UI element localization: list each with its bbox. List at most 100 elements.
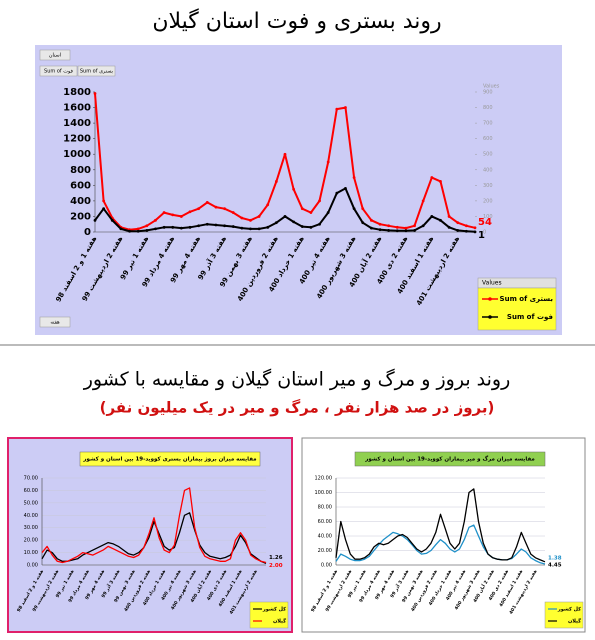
y-tick-label: 0 [84, 227, 91, 238]
point [266, 225, 270, 229]
point [292, 187, 296, 191]
point [162, 225, 166, 229]
point [404, 226, 408, 230]
point [318, 199, 321, 203]
point [369, 226, 373, 230]
chart-title: مقایسه میزان مرگ و میر بیماران کووید-19 … [364, 455, 535, 463]
point [387, 224, 391, 228]
filter-button [39, 49, 71, 61]
point [309, 225, 313, 229]
y-tick-label: 60.00 [24, 488, 38, 494]
point [352, 207, 356, 211]
axis-field-button [39, 316, 71, 328]
point [283, 215, 287, 218]
point [464, 224, 468, 228]
y-tick-label: 60.00 [318, 519, 332, 525]
y-tick-label: 1000 [63, 149, 91, 160]
y2-axis-label: Values [483, 84, 500, 90]
y-tick-label: 10.00 [24, 550, 38, 556]
point [162, 211, 166, 214]
y2-tick-label: 900 [483, 90, 493, 96]
y2-tick-label: 0 [483, 230, 486, 236]
legend-label: Sum of فوت [507, 313, 553, 321]
point [326, 211, 330, 214]
field-label: Sum of فوت [44, 69, 74, 75]
point [378, 222, 382, 226]
y-tick-label: 1200 [63, 134, 91, 145]
point [456, 221, 460, 225]
point [473, 230, 477, 234]
point [197, 207, 201, 211]
point [179, 215, 183, 218]
point [257, 227, 261, 231]
y2-tick-label: 300 [483, 183, 493, 189]
y2-tick-label: 700 [483, 121, 493, 127]
y-tick-label: 1400 [63, 118, 91, 129]
y-tick-label: 40.00 [318, 534, 332, 540]
y-tick-label: 40.00 [24, 513, 38, 519]
point [154, 227, 157, 231]
y-tick-label: 400 [70, 196, 91, 207]
point [456, 229, 460, 232]
series-line [335, 488, 546, 563]
point [205, 201, 209, 204]
point [240, 226, 244, 230]
point [197, 224, 201, 228]
y-tick-label: 100.00 [315, 490, 333, 496]
section-title: روند بروز و مرگ و میر استان گیلان و مقای… [83, 368, 511, 391]
data-label: 54 [478, 217, 492, 228]
section-subtitle: (بروز در صد هزار نفر ، مرگ و میر در یک م… [100, 399, 495, 417]
point [335, 107, 339, 111]
point [93, 218, 97, 222]
y2-tick-label: 200 [483, 198, 493, 204]
point [395, 225, 399, 229]
page-title: روند بستری و فوت استان گیلان [152, 8, 441, 34]
point [110, 218, 114, 222]
point [344, 187, 347, 190]
point [231, 225, 235, 228]
point [447, 215, 451, 218]
legend-box [544, 601, 584, 629]
legend-dot [488, 297, 492, 301]
point [145, 229, 149, 232]
point [300, 225, 304, 228]
y-tick-label: 600 [70, 180, 91, 191]
point [136, 229, 140, 233]
point [361, 221, 365, 225]
y-tick-label: 200 [70, 211, 91, 222]
point [395, 229, 399, 233]
legend-label: گیلان [273, 618, 286, 625]
y-tick-label: 1800 [63, 87, 91, 98]
point [93, 92, 97, 95]
data-label: 1 [478, 230, 485, 241]
point [361, 207, 365, 211]
point [413, 229, 416, 232]
point [205, 222, 209, 226]
field-button [77, 65, 116, 77]
y-tick-label: 0.00 [27, 563, 38, 569]
point [464, 229, 468, 233]
y2-tick-label: 800 [483, 105, 493, 111]
y2-tick-label: 100 [483, 214, 493, 220]
point [352, 176, 356, 179]
point [447, 225, 451, 229]
point [136, 227, 140, 231]
y2-tick-label: 600 [483, 136, 493, 142]
y-tick-label: 70.00 [24, 476, 38, 482]
data-label: 2.00 [269, 563, 283, 569]
point [309, 211, 313, 214]
point [274, 180, 278, 183]
y-tick-label: 1600 [63, 103, 91, 114]
y-tick-label: 800 [70, 165, 91, 176]
legend-label: کل کشور [557, 607, 581, 613]
y-tick-label: 50.00 [24, 500, 38, 506]
chart-title-box [79, 451, 261, 467]
point [223, 207, 226, 211]
point [439, 180, 442, 183]
point [119, 227, 123, 231]
point [188, 210, 192, 214]
data-label: 1.38 [548, 555, 562, 561]
point [214, 223, 218, 227]
series-line [41, 512, 267, 565]
